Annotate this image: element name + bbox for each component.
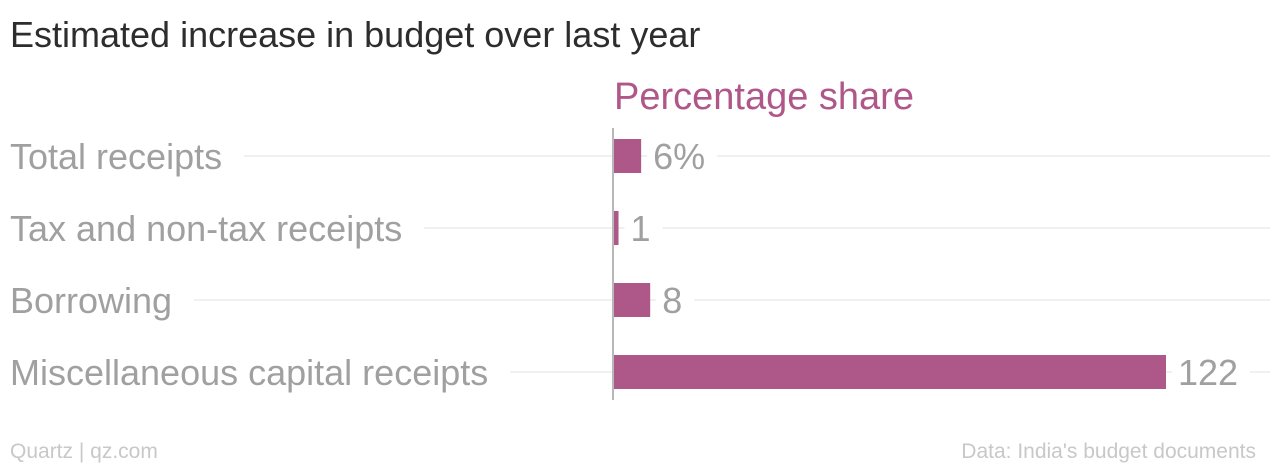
value-label-backdrop [624,206,663,251]
footer-data-source: Data: India's budget documents [961,440,1256,463]
value-label: 122 [1178,352,1238,393]
value-label-backdrop [647,134,718,179]
value-label-backdrop [656,278,695,323]
category-label-backdrop [0,278,195,323]
category-label: Tax and non-tax receipts [10,208,402,249]
category-label: Miscellaneous capital receipts [10,352,488,393]
category-label-backdrop [0,206,425,251]
category-label-backdrop [0,350,511,395]
series-title: Percentage share [614,76,914,118]
value-label-backdrop [1172,350,1251,395]
value-label: 8 [662,280,682,321]
chart-title: Estimated increase in budget over last y… [10,14,701,55]
bar [614,211,619,245]
value-label: 6% [653,136,705,177]
footer-credit: Quartz | qz.com [10,440,158,463]
category-label-backdrop [0,134,245,179]
category-label: Total receipts [10,136,222,177]
value-label: 1 [631,208,651,249]
bar [614,355,1166,389]
bar [614,139,642,173]
category-label: Borrowing [10,280,172,321]
bar [614,283,651,317]
